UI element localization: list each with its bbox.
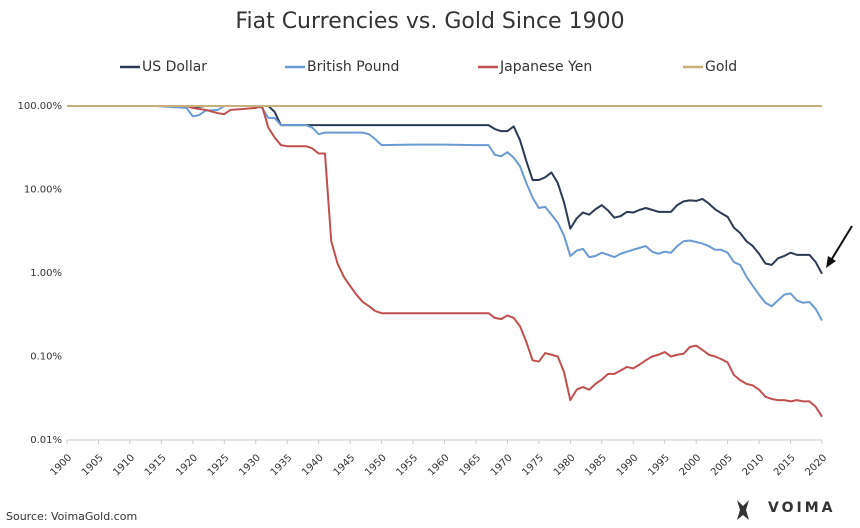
arrow xyxy=(826,225,853,268)
legend-label: US Dollar xyxy=(142,59,207,75)
brand-name: VOIMA xyxy=(768,500,835,516)
y-tick-label: 1.00% xyxy=(30,268,62,279)
y-tick-label: 0.01% xyxy=(30,435,62,446)
legend-label: Gold xyxy=(705,59,737,75)
y-tick-label: 10.00% xyxy=(24,185,62,196)
series-line xyxy=(67,105,823,418)
legend-label: Japanese Yen xyxy=(499,59,592,75)
series-line xyxy=(67,105,823,275)
series-line xyxy=(67,105,823,321)
chart-title: Fiat Currencies vs. Gold Since 1900 xyxy=(235,9,624,34)
arrow-head xyxy=(826,256,836,268)
y-tick-label: 100.00% xyxy=(18,101,63,112)
logo-icon xyxy=(737,500,749,520)
y-tick-label: 0.10% xyxy=(30,352,62,363)
brand-logo: VOIMA xyxy=(737,500,835,520)
arrow-shaft xyxy=(829,225,853,263)
legend-label: British Pound xyxy=(307,59,399,75)
source: Source: VoimaGold.com xyxy=(6,510,137,523)
